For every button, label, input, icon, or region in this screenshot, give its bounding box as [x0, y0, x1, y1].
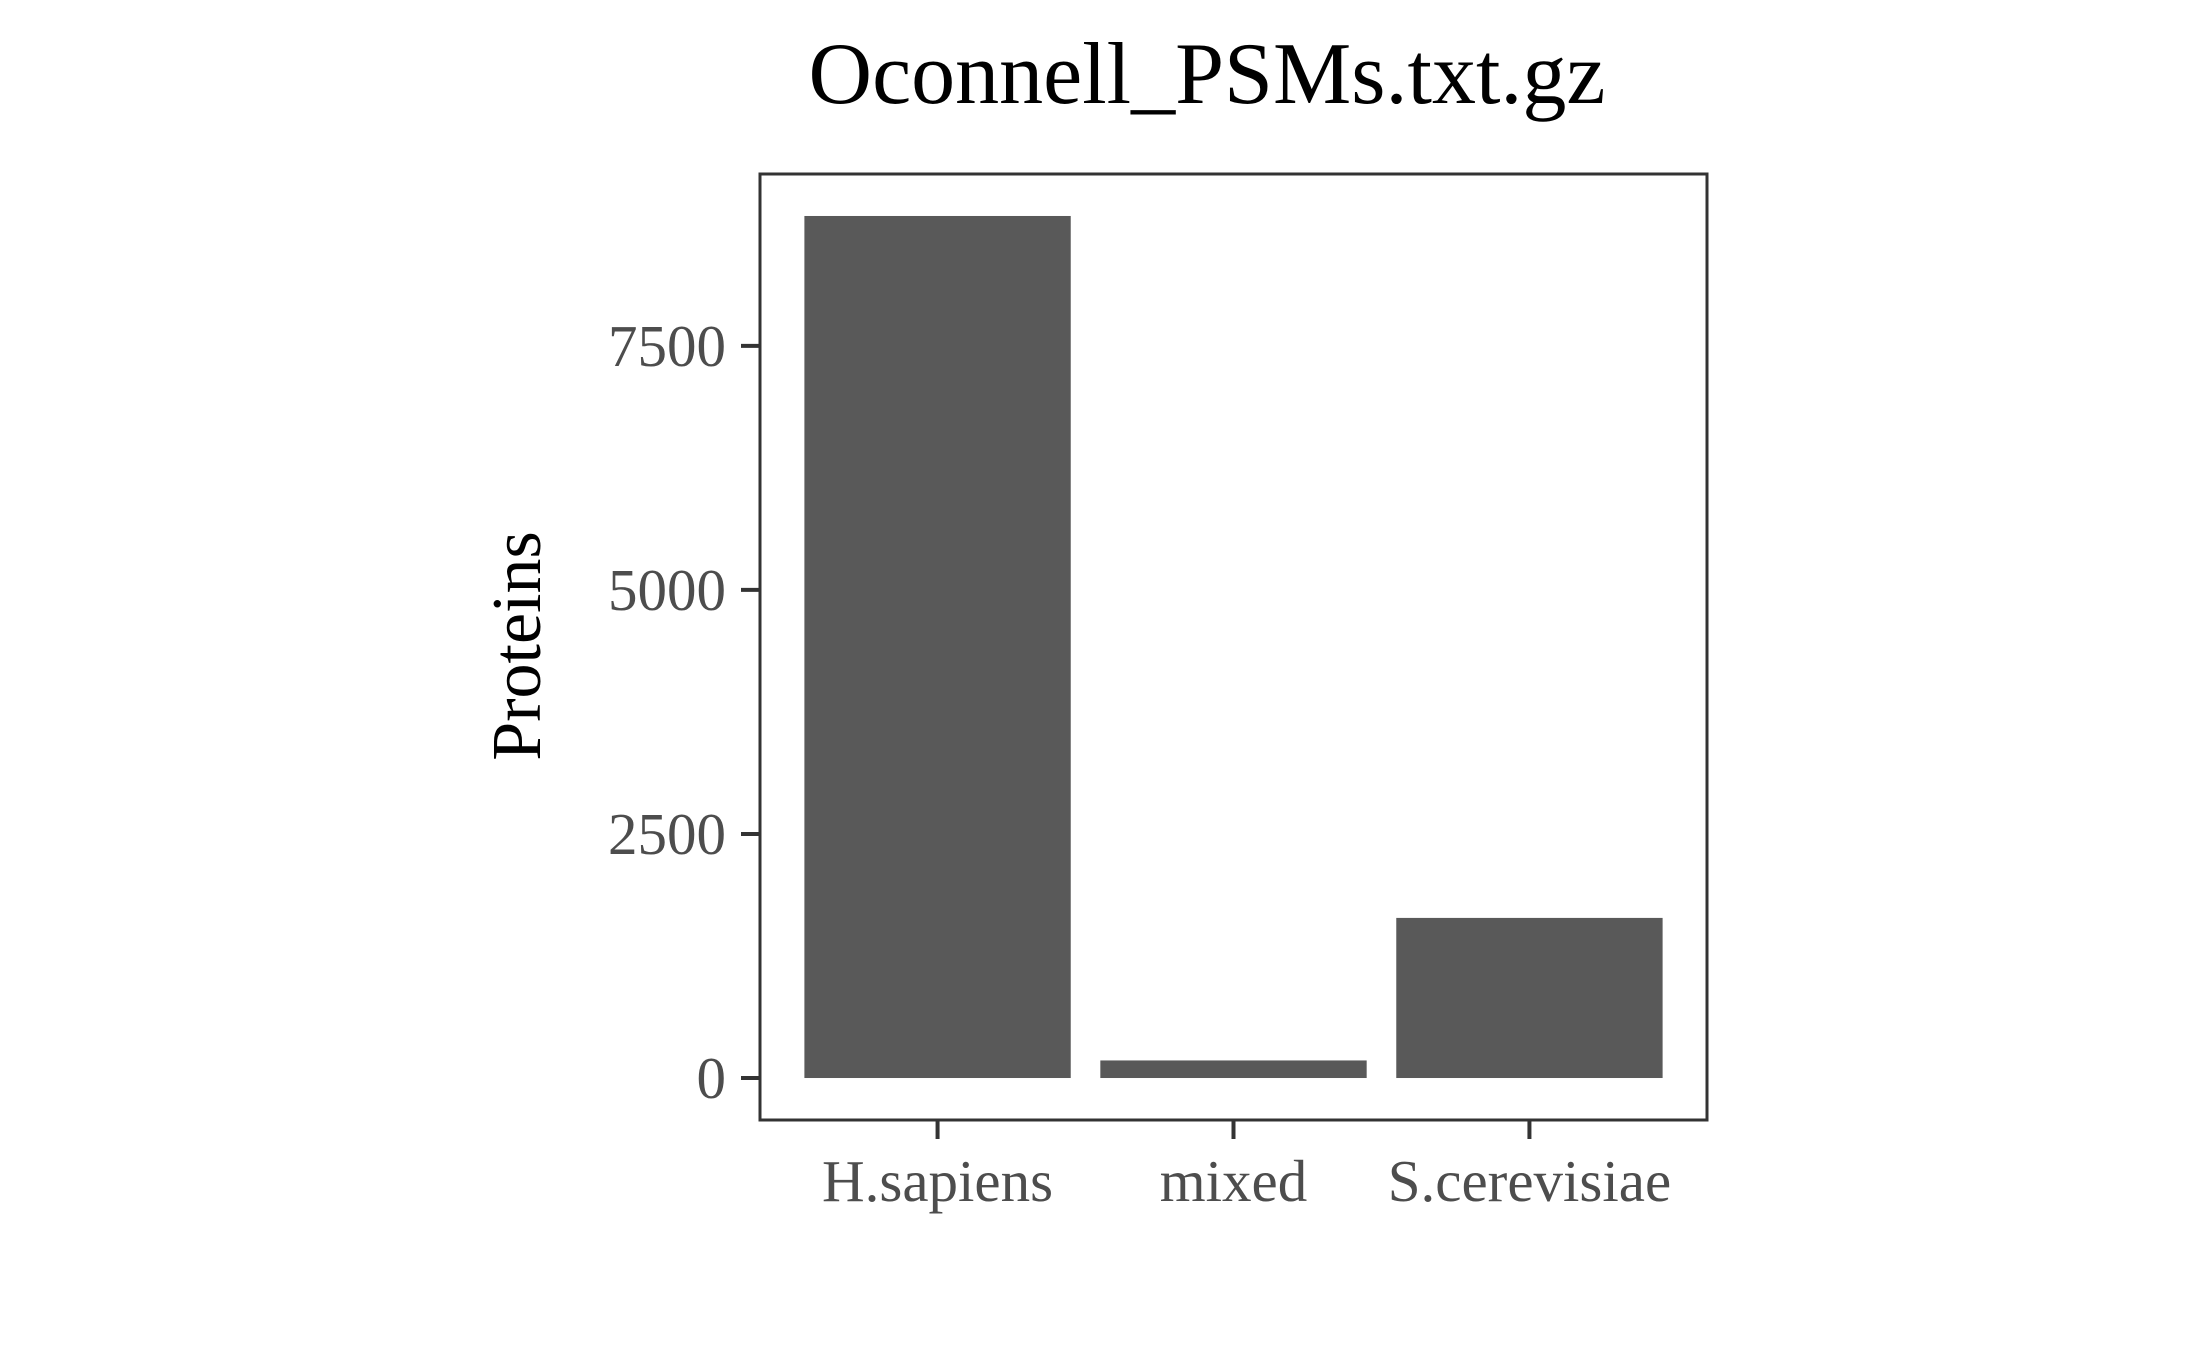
bar-s-cerevisiae: [1396, 917, 1663, 1079]
x-tick-label: H.sapiens: [822, 1148, 1053, 1214]
x-axis-ticks: H.sapiens mixed S.cerevisiae: [822, 1120, 1671, 1214]
y-tick-label: 2500: [608, 801, 726, 867]
y-axis-ticks: 0 2500 5000 7500: [608, 313, 760, 1111]
y-tick-label: 0: [697, 1045, 727, 1111]
bars-group: [804, 215, 1663, 1079]
bar-h-sapiens: [804, 215, 1071, 1079]
chart-title: Oconnell_PSMs.txt.gz: [809, 26, 1606, 123]
y-axis-label: Proteins: [479, 531, 556, 760]
y-tick-label: 5000: [608, 557, 726, 623]
bar-mixed: [1100, 1060, 1367, 1079]
y-tick-label: 7500: [608, 313, 726, 379]
plot-panel-border: [758, 172, 1709, 1122]
x-tick-label: mixed: [1160, 1148, 1307, 1214]
x-tick-label: S.cerevisiae: [1388, 1148, 1671, 1214]
